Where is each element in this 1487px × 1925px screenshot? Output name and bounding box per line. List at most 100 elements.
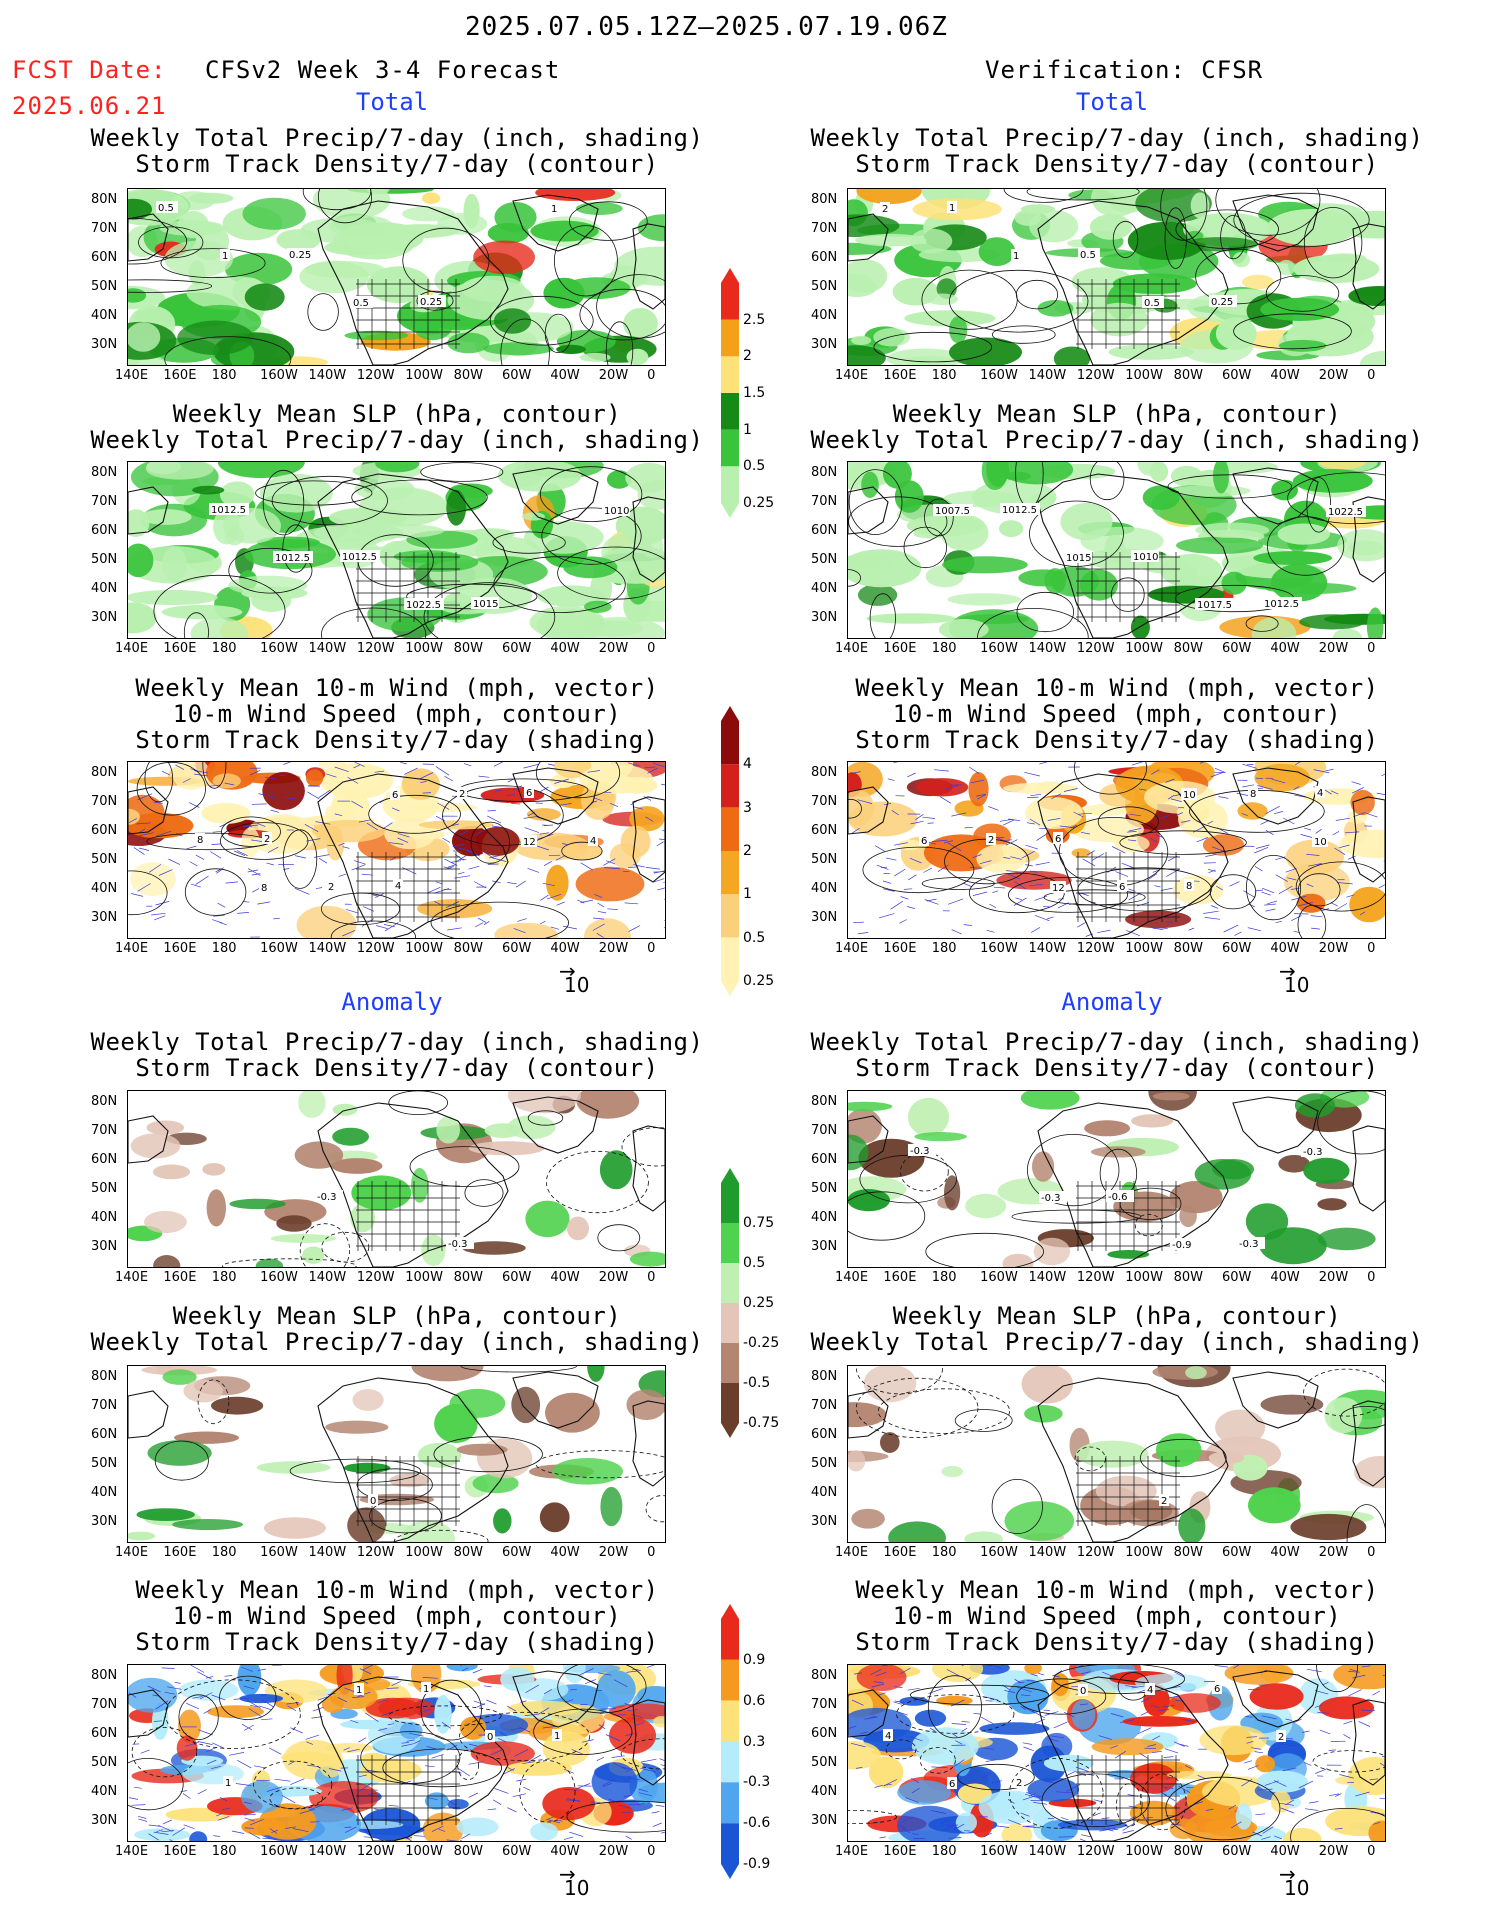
panel-title-line: 10-m Wind Speed (mph, contour) [172, 1602, 622, 1630]
lon-tick-label: 80W [1173, 1844, 1204, 1859]
colorbar-swatch [721, 393, 739, 430]
contour-label: 10 [1314, 837, 1327, 848]
contour-label: 12 [1052, 883, 1065, 894]
lat-tick-label: 40N [91, 881, 118, 896]
lon-tick-label: 140E [115, 641, 149, 656]
panel-title-line: Weekly Total Precip/7-day (inch, shading… [810, 124, 1424, 152]
panel-title-line: Weekly Total Precip/7-day (inch, shading… [810, 426, 1424, 454]
lon-tick-label: 80W [1173, 941, 1204, 956]
lon-tick-label: 120W [1076, 368, 1115, 383]
map-canvas: 1012.5 1012.5 1015 1010 1012.5 1022.5 [128, 462, 665, 638]
lon-tick-label: 80W [1173, 641, 1204, 656]
colorbar-swatch [721, 1383, 739, 1423]
lon-tick-label: 140E [115, 1545, 149, 1560]
contour-label: 4 [590, 836, 596, 847]
panel-title-line: Weekly Mean 10-m Wind (mph, vector) [855, 674, 1379, 702]
contour-label: 1 [551, 204, 557, 215]
lat-tick-label: 60N [811, 1427, 838, 1442]
lon-tick-label: 80W [453, 1270, 484, 1285]
colorbar-label: 0.6 [743, 1692, 766, 1709]
contour-label: 1015 [473, 599, 498, 610]
map-canvas: -0.3 -0.3 [128, 1091, 665, 1267]
map-panel-al2: 0 [127, 1365, 666, 1543]
lon-tick-label: 180 [931, 1545, 957, 1560]
lon-tick-label: 0 [1367, 368, 1376, 383]
lon-tick-label: 140E [835, 641, 869, 656]
panel-title-line: Weekly Mean 10-m Wind (mph, vector) [135, 674, 659, 702]
lon-tick-label: 80W [453, 1844, 484, 1859]
lon-tick-label: 0 [647, 1844, 656, 1859]
colorbar-label: -0.6 [743, 1815, 771, 1832]
lat-tick-label: 50N [811, 1456, 838, 1471]
contour-label: 1012.5 [211, 505, 246, 516]
lat-tick-label: 70N [811, 494, 838, 509]
colorbar-label: 1 [743, 886, 752, 903]
vector-reference-label: 10 [564, 973, 590, 997]
lon-tick-label: 180 [931, 1844, 957, 1859]
lat-tick-label: 60N [91, 250, 118, 265]
lat-tick-label: 40N [811, 1784, 838, 1799]
lon-tick-label: 40W [1270, 1270, 1300, 1285]
colorbar-label: 0.5 [743, 929, 766, 946]
contour-label: 0 [487, 1732, 493, 1743]
lon-tick-label: 20W [1318, 1270, 1349, 1285]
lon-tick-label: 140W [1028, 1270, 1067, 1285]
lat-tick-label: 30N [811, 1239, 838, 1254]
map-canvas: 0.5 0.25 0.25 1 1 0.5 [128, 189, 665, 365]
lat-tick-label: 40N [811, 1210, 838, 1225]
lon-tick-label: 100W [405, 1545, 443, 1560]
colorbar-swatch [721, 807, 739, 851]
lon-tick-label: 180 [211, 1545, 237, 1560]
lon-tick-label: 80W [453, 941, 484, 956]
vector-reference-label: 10 [1284, 973, 1310, 997]
lon-tick-label: 60W [1222, 1545, 1252, 1560]
panel-title-line: Storm Track Density/7-day (shading) [135, 726, 659, 754]
contour-label: 0 [370, 1496, 376, 1507]
lon-tick-label: 140E [835, 1844, 869, 1859]
panel-title-line: 10-m Wind Speed (mph, contour) [172, 700, 622, 728]
lon-tick-label: 60W [502, 1270, 532, 1285]
lon-tick-label: 160E [883, 1844, 917, 1859]
contour-label: 2 [882, 204, 888, 215]
lon-tick-label: 40W [1270, 641, 1300, 656]
contour-label: 1010 [604, 506, 629, 517]
lat-tick-label: 50N [811, 1181, 838, 1196]
lon-tick-label: 180 [931, 368, 957, 383]
lon-tick-label: 40W [1270, 1545, 1300, 1560]
contour-label: -0.3 [1041, 1193, 1061, 1204]
lon-tick-label: 140E [115, 941, 149, 956]
contour-label: 0.25 [420, 297, 442, 308]
lon-tick-label: 40W [550, 1270, 580, 1285]
lon-tick-label: 180 [931, 641, 957, 656]
lon-tick-label: 20W [1318, 368, 1349, 383]
lat-tick-label: 80N [91, 1668, 118, 1683]
lon-tick-label: 180 [211, 368, 237, 383]
contour-label: 10 [1183, 790, 1196, 801]
lon-tick-label: 100W [405, 368, 443, 383]
lon-tick-label: 160W [980, 1270, 1018, 1285]
colorbar-swatch [721, 1741, 739, 1783]
lat-tick-label: 50N [91, 552, 118, 567]
lat-tick-label: 60N [811, 1726, 838, 1741]
lon-tick-label: 160E [163, 1270, 197, 1285]
contour-label: 1012.5 [1002, 505, 1037, 516]
lat-tick-label: 70N [811, 221, 838, 236]
panel-title-line: Storm Track Density/7-day (shading) [855, 726, 1379, 754]
contour-label: 1017.5 [1197, 600, 1232, 611]
contour-label: 1010 [1133, 552, 1158, 563]
lon-tick-label: 140E [835, 368, 869, 383]
lon-tick-label: 80W [453, 1545, 484, 1560]
lon-tick-label: 100W [1125, 1270, 1163, 1285]
colorbar-swatch [721, 1619, 739, 1660]
lon-tick-label: 160W [980, 1545, 1018, 1560]
map-panel-ar3: 6 4 2 4 2 6 0 [847, 1664, 1386, 1842]
colorbar-precip_total [720, 268, 739, 518]
section-anomaly-right: Anomaly [1061, 988, 1163, 1016]
lon-tick-label: 20W [1318, 1844, 1349, 1859]
date-range-title: 2025.07.05.12Z–2025.07.19.06Z [465, 12, 948, 42]
lon-tick-label: 120W [1076, 641, 1115, 656]
colorbar-label: -0.9 [743, 1856, 771, 1872]
contour-label: 2 [988, 835, 994, 846]
lat-tick-label: 50N [811, 552, 838, 567]
vector-reference-arrow: → [559, 959, 576, 983]
